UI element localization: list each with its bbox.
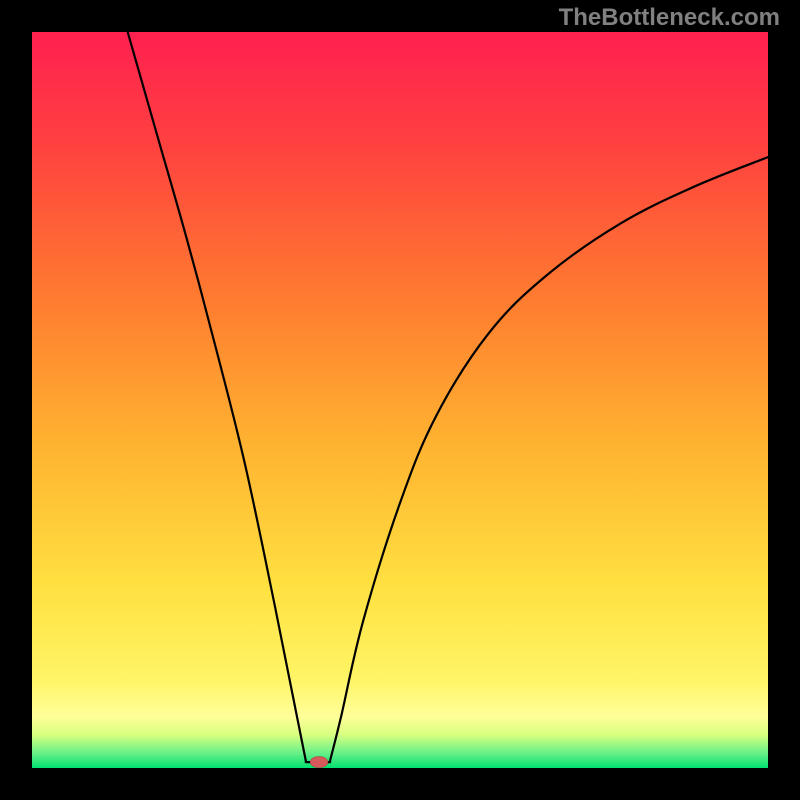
min-marker <box>310 757 328 768</box>
bottleneck-chart <box>0 0 800 800</box>
plot-area <box>32 32 768 768</box>
watermark-text: TheBottleneck.com <box>559 4 780 32</box>
chart-container: TheBottleneck.com <box>0 0 800 800</box>
